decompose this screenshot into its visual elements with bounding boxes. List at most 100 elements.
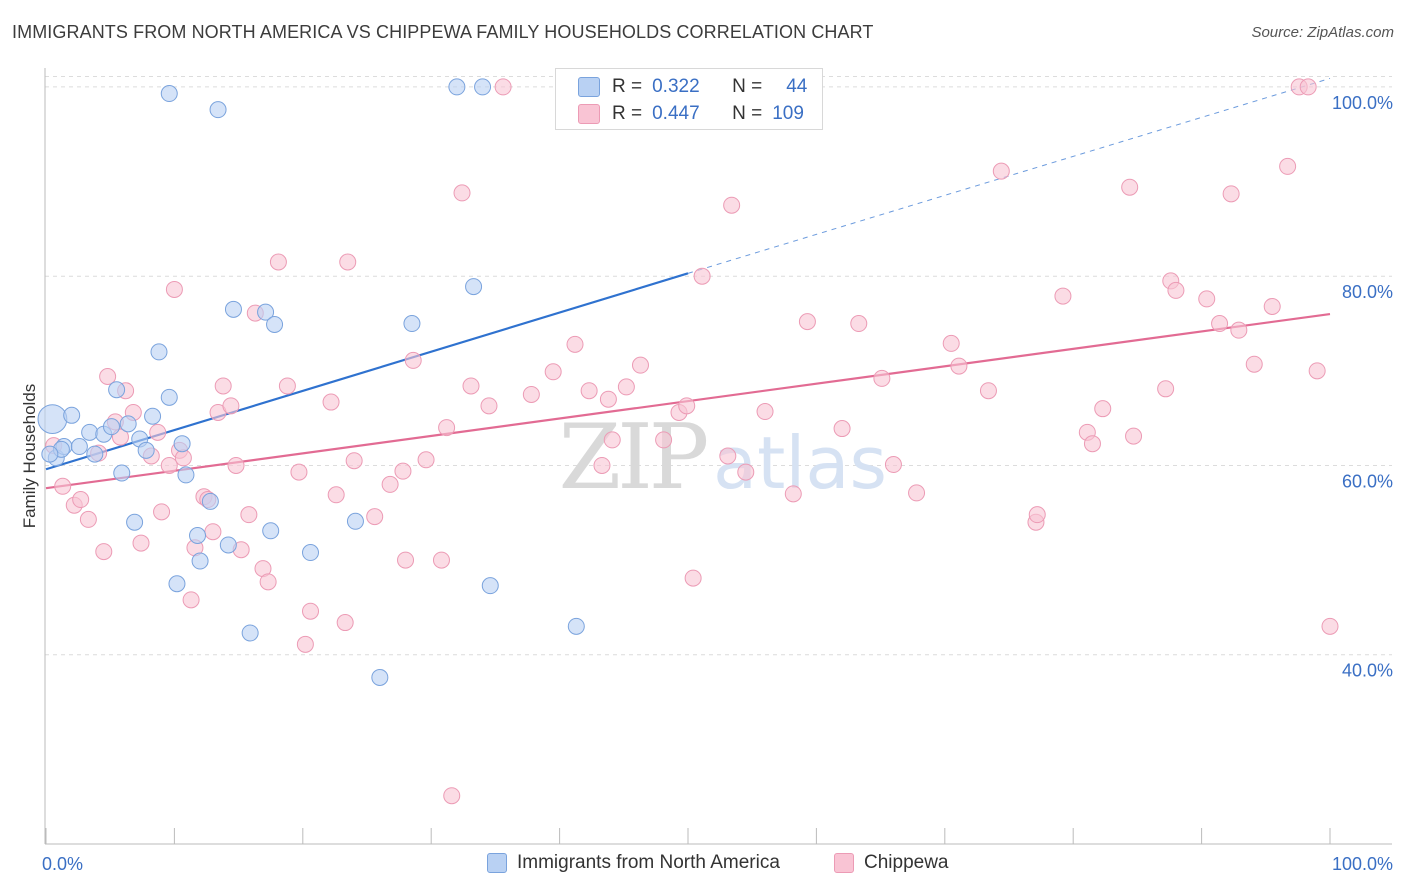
stats-legend: R = 0.322 N = 44 R = 0.447 N = 109 xyxy=(555,68,823,130)
chippewa-point xyxy=(339,253,357,271)
immigrants-point xyxy=(209,101,227,119)
chippewa-point xyxy=(723,196,741,214)
chippewa-point xyxy=(494,78,512,96)
immigrants-point xyxy=(474,78,492,96)
chippewa-point xyxy=(631,356,649,374)
immigrants-point xyxy=(201,492,219,510)
chippewa-point xyxy=(942,334,960,352)
chippewa-point xyxy=(394,462,412,480)
immigrants-point xyxy=(86,445,104,463)
chippewa-point xyxy=(302,602,320,620)
chippewa-point xyxy=(1028,506,1046,524)
chippewa-point xyxy=(290,463,308,481)
n-label: N = xyxy=(732,76,763,97)
chippewa-point xyxy=(1083,435,1101,453)
chippewa-point xyxy=(1125,427,1143,445)
chippewa-point xyxy=(566,335,584,353)
chippewa-point xyxy=(850,315,868,333)
immigrants-point xyxy=(41,445,59,463)
grid-lines xyxy=(45,76,1392,656)
chippewa-point xyxy=(480,397,498,415)
chippewa-point xyxy=(327,486,345,504)
immigrants-point xyxy=(70,438,88,456)
stats-row-chippewa: R = 0.447 N = 109 xyxy=(578,101,804,127)
immigrants-point xyxy=(262,522,280,540)
bottom-legend: Immigrants from North America Chippewa xyxy=(0,852,1406,878)
r-label: R = xyxy=(612,76,643,97)
chippewa-point xyxy=(432,551,450,569)
chippewa-point xyxy=(1279,157,1297,175)
chippewa-point xyxy=(397,551,415,569)
x-tick-label: 100.0% xyxy=(1332,854,1393,874)
immigrants-point xyxy=(119,415,137,433)
chippewa-point xyxy=(655,431,673,449)
blue-swatch xyxy=(578,77,600,97)
chippewa-point xyxy=(737,463,755,481)
x-tick-label: 0.0% xyxy=(42,854,83,874)
chippewa-point xyxy=(269,253,287,271)
legend-label: Immigrants from North America xyxy=(517,852,780,873)
chippewa-point xyxy=(950,357,968,375)
legend-item-chippewa: Chippewa xyxy=(834,852,949,874)
chippewa-point xyxy=(784,485,802,503)
immigrants-point xyxy=(160,388,178,406)
immigrants-point xyxy=(403,315,421,333)
chippewa-point xyxy=(322,393,340,411)
chippewa-point xyxy=(366,508,384,526)
immigrants-point xyxy=(448,78,466,96)
chippewa-point xyxy=(678,397,696,415)
immigrants-point xyxy=(108,381,126,399)
chippewa-point xyxy=(1321,617,1339,635)
immigrants-point xyxy=(177,466,195,484)
immigrants-point xyxy=(266,315,284,333)
n-label: N = xyxy=(732,103,763,124)
immigrants-point xyxy=(257,303,275,321)
chippewa-point xyxy=(979,382,997,400)
chippewa-point xyxy=(1094,400,1112,418)
immigrants-point xyxy=(160,85,178,103)
chippewa-point xyxy=(693,267,711,285)
chippewa-point xyxy=(336,614,354,632)
chippewa-point xyxy=(1308,362,1326,380)
chippewa-point xyxy=(99,368,117,386)
pink-swatch xyxy=(578,104,600,124)
chippewa-point xyxy=(544,363,562,381)
chippewa-point xyxy=(204,523,222,541)
n-value: 44 xyxy=(786,76,808,97)
chippewa-point xyxy=(522,385,540,403)
immigrants-point xyxy=(481,577,499,595)
chippewa-point xyxy=(182,591,200,609)
r-label: R = xyxy=(612,103,643,124)
stats-row-immigrants: R = 0.322 N = 44 xyxy=(578,74,807,100)
chippewa-point xyxy=(719,447,737,465)
chippewa-point xyxy=(599,390,617,408)
y-tick-label: 40.0% xyxy=(1342,661,1393,681)
chippewa-point xyxy=(1230,321,1248,339)
immigrants-point xyxy=(168,575,186,593)
chippewa-point xyxy=(443,787,461,805)
chippewa-point xyxy=(160,456,178,474)
chippewa-point xyxy=(1263,297,1281,315)
immigrants-point xyxy=(63,406,81,424)
chippewa-point xyxy=(1054,287,1072,305)
immigrants-point xyxy=(173,435,191,453)
chippewa-point xyxy=(1245,355,1263,373)
chippewa-point xyxy=(462,377,480,395)
chippewa-point xyxy=(1167,281,1185,299)
immigrants-point xyxy=(81,423,99,441)
immigrants-trend-extension xyxy=(687,77,1331,274)
immigrants-point xyxy=(302,544,320,562)
chippewa-point xyxy=(798,313,816,331)
chippewa-point xyxy=(153,503,171,521)
immigrants-point xyxy=(241,624,259,642)
chippewa-point xyxy=(381,475,399,493)
chippewa-point xyxy=(404,351,422,369)
y-tick-label: 60.0% xyxy=(1342,471,1393,491)
chippewa-point xyxy=(165,280,183,298)
blue-swatch xyxy=(487,853,507,873)
chippewa-point xyxy=(1157,380,1175,398)
chippewa-point xyxy=(214,377,232,395)
chart-title: IMMIGRANTS FROM NORTH AMERICA VS CHIPPEW… xyxy=(12,22,874,42)
chippewa-point xyxy=(617,378,635,396)
chippewa-point xyxy=(580,382,598,400)
